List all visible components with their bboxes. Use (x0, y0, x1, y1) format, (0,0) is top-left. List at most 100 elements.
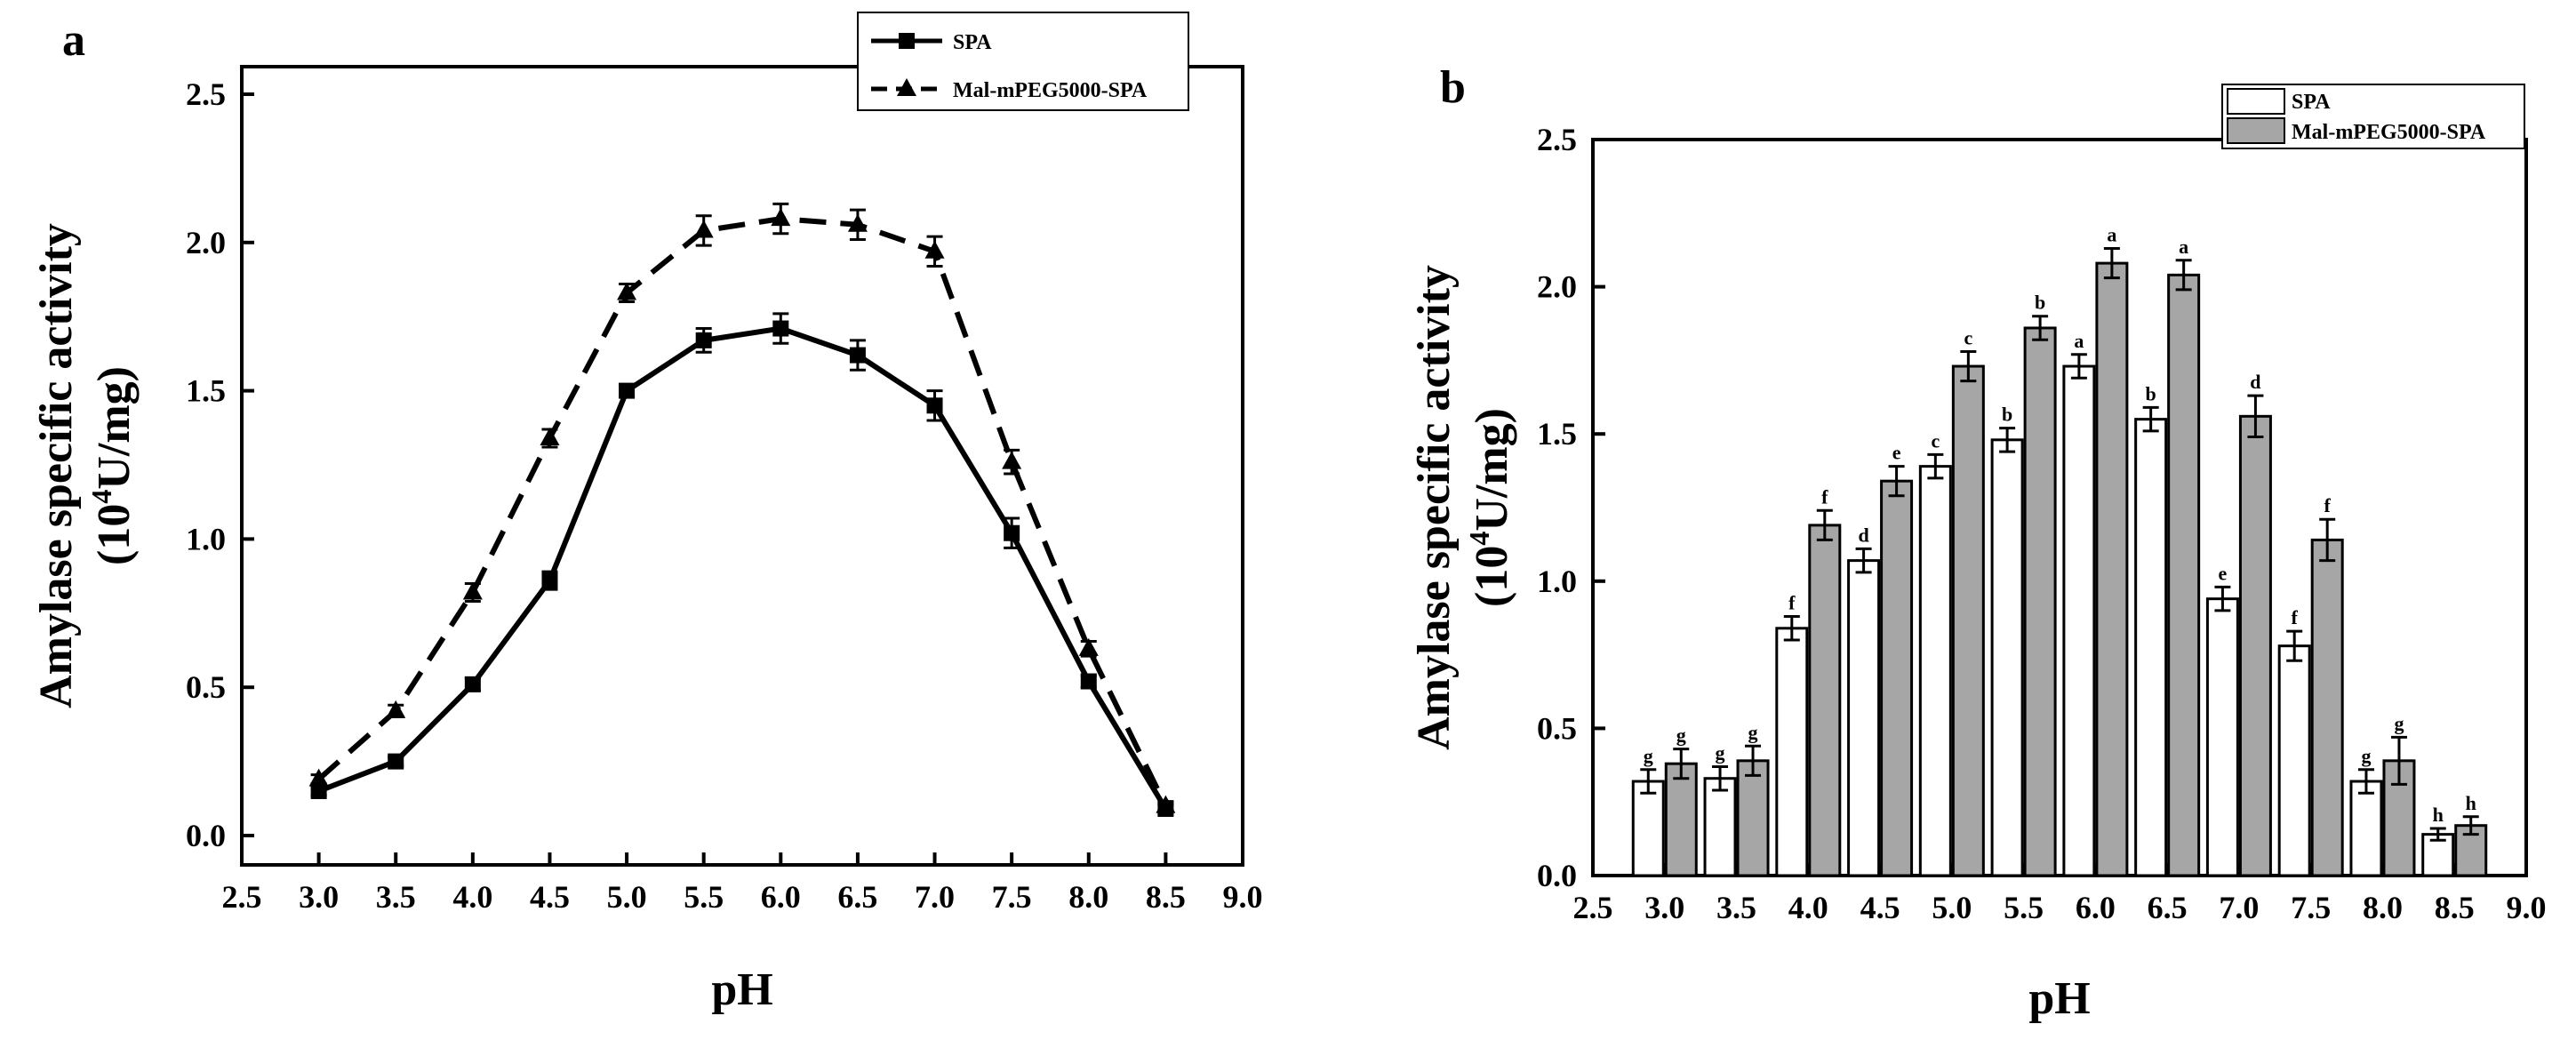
panel-b-x-tick-label: 7.5 (2291, 890, 2331, 925)
panel-a-y-tick-label: 1.0 (186, 521, 226, 556)
panel-a-point-peg (1156, 795, 1176, 813)
panel-b-x-tick-label: 3.5 (1716, 890, 1756, 925)
panel-b-bar-peg (2095, 261, 2129, 877)
panel-a-x-tick-label: 6.5 (837, 879, 877, 915)
panel-a-x-tick-label: 8.0 (1068, 879, 1108, 915)
panel-b-bar-peg (1736, 759, 1770, 877)
panel-a-point-spa (849, 347, 866, 364)
panel-b-bar-spa (1918, 465, 1952, 877)
panel-a-series-line-peg (316, 216, 1169, 807)
panel-a-y-axis-title-line2: (104U/mg) (85, 366, 140, 565)
panel-b-legend-label-spa: SPA (2292, 91, 2331, 114)
panel-b-significance-label: b (2002, 404, 2012, 426)
panel-a-x-tick-label: 4.0 (452, 879, 492, 915)
panel-b-x-tick-label: 3.0 (1644, 890, 1684, 925)
panel-b: b 2.5 3.0 3.5 4.0 4.5 5.0 5.5 6.0 6.5 7.0 7.5 8.0 8.… (1409, 62, 2547, 1024)
panel-b-bar-peg (2167, 273, 2201, 877)
panel-b-x-tick-label: 8.5 (2435, 890, 2475, 925)
panel-b-y-ticks: 0.0 0.5 1.0 1.5 2.0 2.5 (1537, 122, 1605, 893)
panel-b-significance-label: b (2146, 382, 2156, 404)
panel-b-x-tick-label: 8.0 (2363, 890, 2403, 925)
panel-b-significance-label: g (1748, 721, 1758, 743)
panel-b-bar-peg (1951, 364, 1985, 877)
panel-a: a 2.5 3.0 3.5 4.0 4.5 5.0 5.5 6.0 6.5 7.0 7.5 8.0 8.… (31, 12, 1263, 1015)
panel-b-x-tick-label: 5.5 (2004, 890, 2044, 925)
panel-b-x-axis-title: pH (2028, 973, 2090, 1024)
panel-a-point-spa (1004, 524, 1020, 541)
panel-a-point-spa (464, 676, 481, 692)
panel-a-x-tick-label: 7.5 (992, 879, 1032, 915)
panel-b-bar-spa (2205, 597, 2239, 877)
panel-a-point-peg (308, 768, 329, 787)
panel-a-point-peg (540, 427, 560, 445)
panel-b-significance-label: b (2035, 292, 2045, 314)
panel-a-point-spa (772, 320, 789, 337)
panel-b-legend-label-peg: Mal-mPEG5000-SPA (2292, 121, 2486, 144)
panel-a-x-tick-label: 4.5 (530, 879, 570, 915)
panel-b-x-tick-label: 4.5 (1860, 890, 1900, 925)
panel-b-significance-label: f (1821, 485, 1828, 508)
panel-a-legend: SPA Mal-mPEG5000-SPA (857, 12, 1189, 111)
panel-b-significance-label: f (2324, 494, 2332, 516)
panel-b-label: b (1440, 62, 1466, 113)
panel-a-x-tick-label: 7.0 (915, 879, 955, 915)
panel-a-y-axis-title-line1: Amylase specific activity (31, 223, 82, 708)
panel-b-bar-peg (2023, 326, 2057, 877)
panel-b-bar-spa (1703, 777, 1737, 877)
panel-b-plot-frame (1591, 138, 2528, 877)
panel-a-point-peg (924, 240, 945, 259)
panel-a-point-peg (1078, 637, 1099, 656)
panel-a-x-tick-label: 9.0 (1223, 879, 1263, 915)
panel-b-bar-spa (1631, 780, 1665, 877)
panel-a-legend-marker-spa (899, 33, 915, 49)
panel-a-y-unit-superscript: 4 (85, 490, 117, 504)
panel-a-y-tick-label: 0.5 (186, 669, 226, 705)
panel-b-y-unit-superscript: 4 (1463, 532, 1495, 546)
panel-b-significance-label: d (2250, 371, 2260, 393)
panel-b-significance-label: a (2074, 330, 2084, 352)
panel-a-plot-frame (240, 65, 1244, 867)
panel-b-y-tick-label: 1.0 (1537, 564, 1577, 599)
panel-b-significance-label: f (2292, 606, 2299, 628)
panel-b-significance-label: c (1931, 429, 1940, 452)
panel-a-x-tick-label: 8.5 (1146, 879, 1186, 915)
panel-b-legend-swatch-peg (2227, 117, 2285, 144)
panel-b-bar-spa (2134, 418, 2168, 877)
panel-a-point-spa (1080, 673, 1097, 690)
panel-b-x-tick-label: 7.0 (2219, 890, 2259, 925)
panel-b-bar-peg (2238, 414, 2272, 877)
panel-b-y-tick-label: 0.5 (1537, 710, 1577, 746)
panel-a-point-peg (771, 208, 791, 227)
panel-b-bar-spa (2062, 364, 2096, 877)
panel-b-bar-peg (1880, 479, 1914, 877)
panel-a-legend-label-spa: SPA (953, 31, 992, 54)
panel-a-series (308, 202, 1176, 817)
panel-b-y-axis-title: Amylase specific activity (104U/mg) (1409, 265, 1517, 750)
panel-b-significance-label: d (1858, 524, 1868, 546)
panel-b-x-tick-label: 5.0 (1932, 890, 1972, 925)
panel-b-y-tick-label: 1.5 (1537, 416, 1577, 452)
panel-a-x-tick-label: 3.0 (299, 879, 339, 915)
panel-b-significance-label: g (2361, 745, 2371, 767)
panel-a-series-line-spa (317, 325, 1168, 811)
panel-b-y-tick-label: 0.0 (1537, 858, 1577, 893)
panel-b-bar-peg (1808, 524, 1842, 877)
panel-b-y-unit-post: U/mg) (1467, 408, 1517, 532)
panel-b-bar-peg (1664, 762, 1698, 877)
panel-a-legend-label-peg: Mal-mPEG5000-SPA (953, 79, 1148, 102)
panel-b-bar-spa (2349, 780, 2383, 877)
panel-a-y-tick-label: 2.0 (186, 225, 226, 260)
panel-b-significance-label: e (1892, 442, 1901, 464)
panel-b-significance-label: g (1676, 724, 1686, 747)
panel-b-y-tick-label: 2.5 (1537, 122, 1577, 157)
panel-b-legend: SPA Mal-mPEG5000-SPA (2221, 84, 2525, 149)
panel-a-point-spa (695, 332, 712, 348)
panel-a-y-tick-label: 2.5 (186, 76, 226, 112)
panel-b-x-tick-label: 6.0 (2076, 890, 2116, 925)
panel-a-x-axis-title: pH (711, 964, 772, 1015)
panel-a-x-tick-label: 2.5 (222, 879, 262, 915)
panel-b-x-tick-label: 2.5 (1573, 890, 1613, 925)
panel-a-x-tick-label: 5.5 (684, 879, 724, 915)
panel-a-x-ticks: 2.5 3.0 3.5 4.0 4.5 5.0 5.5 6.0 6.5 7.0 7.5 8.0 8.5 9… (222, 852, 1263, 915)
